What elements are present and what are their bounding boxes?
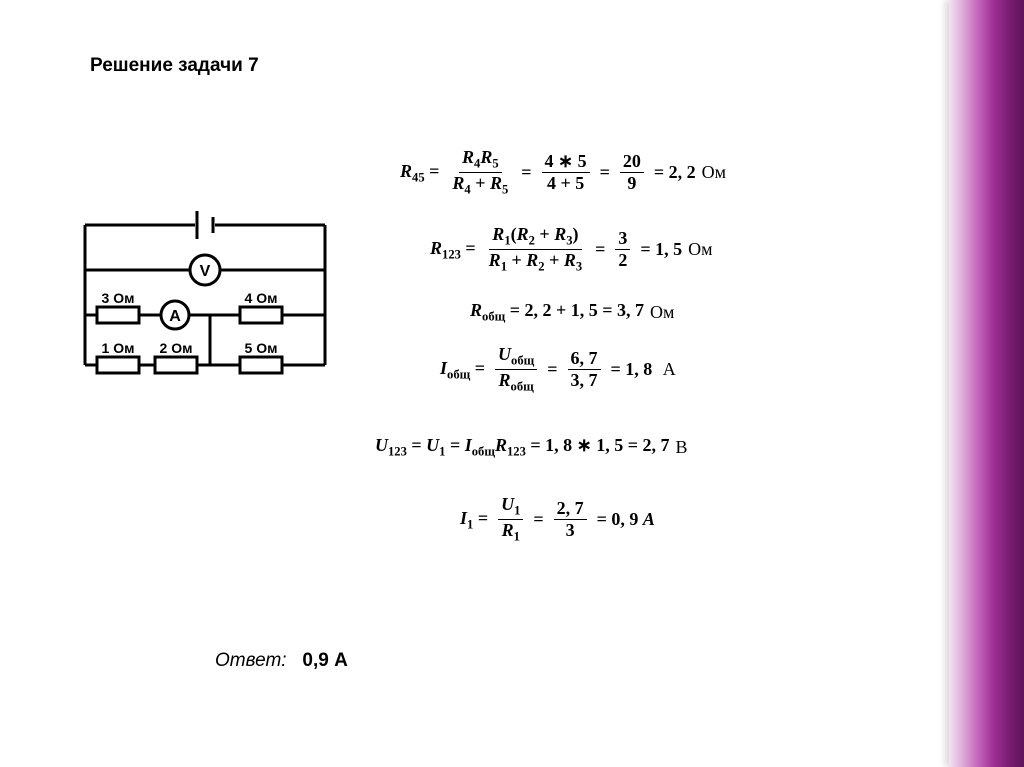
r1-label: 1 Ом	[102, 340, 135, 356]
circuit-diagram: V A 3 Ом 4 Ом 1 Ом 2 Ом 5 Ом	[75, 205, 335, 395]
side-gradient-decoration	[949, 0, 1024, 767]
slide-title: Решение задачи 7	[90, 55, 259, 77]
equation-r45: R45 = R4R5 R4 + R5 = 4 ∗ 5 4 + 5 = 20 9 …	[400, 148, 726, 198]
r2-label: 2 Ом	[160, 340, 193, 356]
equation-i-total: Iобщ = Uобщ Rобщ = 6, 7 3, 7 = 1, 8 А	[440, 345, 676, 395]
r4-label: 4 Ом	[245, 290, 278, 306]
r3-label: 3 Ом	[102, 290, 135, 306]
slide: Решение задачи 7	[0, 0, 1024, 767]
voltmeter-label: V	[200, 263, 211, 280]
equation-r-total: Rобщ = 2, 2 + 1, 5 = 3, 7 Ом	[470, 300, 674, 325]
ammeter-label: A	[169, 308, 181, 325]
r5-label: 5 Ом	[245, 340, 278, 356]
equation-u123: U123 = U1 = IобщR123 = 1, 8 ∗ 1, 5 = 2, …	[375, 435, 688, 460]
answer-line: Ответ: 0,9 А	[215, 650, 348, 672]
equation-i1: I1 = U1 R1 = 2, 7 3 = 0, 9 A	[460, 495, 655, 545]
equation-r123: R123 = R1(R2 + R3) R1 + R2 + R3 = 3 2 = …	[430, 225, 713, 275]
